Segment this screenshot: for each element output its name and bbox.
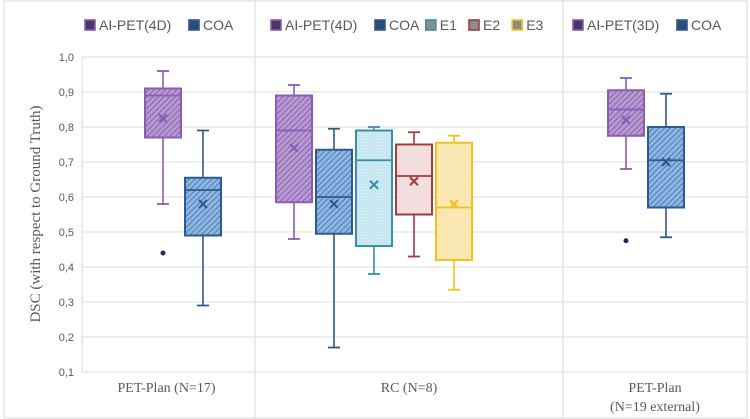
box-e2 bbox=[395, 131, 433, 258]
legend-item: E3 bbox=[511, 17, 544, 33]
y-tick-label: 0,9 bbox=[59, 87, 74, 99]
y-tick-label: 0,1 bbox=[59, 367, 74, 379]
legend-swatch-icon bbox=[511, 19, 524, 31]
y-tick-label: 0,4 bbox=[59, 262, 74, 274]
y-axis: 0,1 0,2 0,3 0,4 0,5 0,6 0,7 0,8 0,9 1,0 DSC (with … bbox=[28, 52, 74, 379]
legend-label: COA bbox=[691, 17, 722, 33]
iqr-box bbox=[395, 143, 433, 216]
mean-marker-icon bbox=[369, 180, 379, 190]
iqr-box bbox=[315, 148, 353, 235]
legend-label: COA bbox=[389, 17, 420, 33]
legend-item: E1 bbox=[424, 17, 457, 33]
legend-label: AI-PET(4D) bbox=[99, 17, 171, 33]
y-tick-label: 0,2 bbox=[59, 332, 74, 344]
legend-swatch-icon bbox=[572, 19, 584, 31]
box-ai-pet-4d- bbox=[144, 70, 182, 256]
iqr-box bbox=[184, 176, 222, 237]
iqr-box bbox=[647, 126, 685, 209]
legend: AI-PET(4D) COA E1 E2 E3 bbox=[270, 17, 544, 33]
x-category-label: (N=19 external) bbox=[610, 400, 700, 415]
legend-swatch-icon bbox=[676, 19, 688, 31]
panels: AI-PET(4D) COA PET-Plan (N=17) AI-PET(4D) CO… bbox=[84, 17, 722, 415]
box-ai-pet-4d- bbox=[275, 84, 313, 240]
mean-marker-icon bbox=[409, 176, 419, 186]
y-tick-label: 1,0 bbox=[59, 52, 74, 64]
legend: AI-PET(4D) COA bbox=[84, 17, 234, 33]
legend-swatch-icon bbox=[84, 19, 96, 31]
box-e1 bbox=[355, 126, 393, 275]
legend-swatch-icon bbox=[424, 19, 437, 31]
mean-marker-icon bbox=[329, 199, 339, 209]
legend-label: E2 bbox=[483, 17, 500, 33]
y-tick-label: 0,8 bbox=[59, 122, 74, 134]
legend-label: E1 bbox=[440, 17, 457, 33]
y-tick-label: 0,7 bbox=[59, 157, 74, 169]
outlier-point bbox=[160, 250, 166, 256]
x-category-label: PET-Plan (N=17) bbox=[118, 381, 216, 396]
legend-item: E2 bbox=[468, 17, 500, 33]
y-tick-label: 0,5 bbox=[59, 227, 74, 239]
x-category-label: PET-Plan bbox=[628, 381, 681, 396]
box-coa bbox=[647, 92, 685, 239]
legend-swatch-icon bbox=[188, 19, 200, 31]
outlier-point bbox=[623, 238, 629, 244]
panel-1: AI-PET(4D) COA PET-Plan (N=17) bbox=[84, 17, 234, 396]
legend-label: AI-PET(4D) bbox=[285, 17, 357, 33]
box-coa bbox=[315, 127, 353, 349]
iqr-box bbox=[144, 87, 182, 139]
legend-item: COA bbox=[676, 17, 722, 33]
legend-item: COA bbox=[188, 17, 234, 33]
legend-label: E3 bbox=[526, 17, 543, 33]
mean-marker-icon bbox=[198, 199, 208, 209]
legend-item: COA bbox=[374, 17, 420, 33]
legend-label: AI-PET(3D) bbox=[587, 17, 659, 33]
legend: AI-PET(3D) COA bbox=[572, 17, 722, 33]
legend-item: AI-PET(4D) bbox=[270, 17, 357, 33]
legend-swatch-icon bbox=[374, 19, 386, 31]
y-tick-label: 0,6 bbox=[59, 192, 74, 204]
box-e3 bbox=[435, 134, 473, 291]
legend-item: AI-PET(4D) bbox=[84, 17, 171, 33]
mean-marker-icon bbox=[449, 199, 459, 209]
iqr-box bbox=[355, 129, 393, 247]
panel-2: AI-PET(4D) COA E1 E2 E3 RC (N=8) bbox=[270, 17, 544, 396]
legend-swatch-icon bbox=[270, 19, 282, 31]
mean-marker-icon bbox=[621, 115, 631, 125]
legend-item: AI-PET(3D) bbox=[572, 17, 659, 33]
legend-swatch-icon bbox=[468, 19, 480, 31]
mean-marker-icon bbox=[158, 113, 168, 123]
iqr-box bbox=[607, 89, 645, 137]
box-ai-pet-3d- bbox=[607, 77, 645, 244]
legend-label: COA bbox=[203, 17, 234, 33]
x-category-label: RC (N=8) bbox=[381, 381, 438, 396]
panel-3: AI-PET(3D) COA PET-Plan (N=19 external) bbox=[572, 17, 722, 415]
box-coa bbox=[184, 129, 222, 307]
y-tick-label: 0,3 bbox=[59, 297, 74, 309]
chart-frame bbox=[3, 0, 748, 419]
mean-marker-icon bbox=[661, 157, 671, 167]
mean-marker-icon bbox=[289, 143, 299, 153]
iqr-box bbox=[435, 141, 473, 261]
y-axis-title: DSC (with respect to Ground Truth) bbox=[28, 105, 44, 322]
